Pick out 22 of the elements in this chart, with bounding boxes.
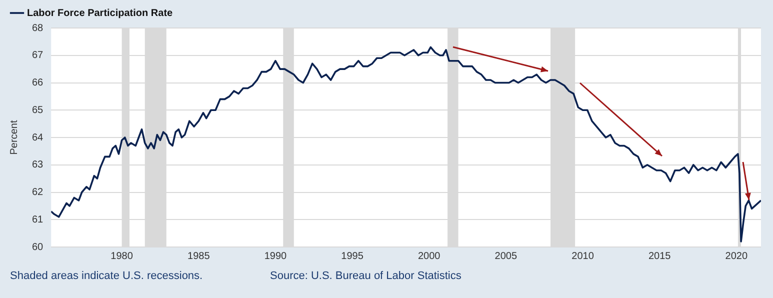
- text: Shaded areas indicate U.S. recessions.: [10, 270, 203, 282]
- y-tick-label: 67: [32, 50, 44, 62]
- y-tick-label: 68: [32, 22, 44, 34]
- x-tick-label: 1995: [341, 250, 364, 262]
- source-note: Source: U.S. Bureau of Labor Statistics: [270, 270, 462, 282]
- x-tick-label: 2010: [572, 250, 594, 262]
- y-tick-label: 64: [32, 132, 44, 144]
- x-tick-label: 2000: [418, 250, 441, 262]
- y-tick-label: 65: [32, 104, 44, 116]
- x-tick-label: 2020: [725, 250, 748, 262]
- y-tick-label: 61: [32, 214, 44, 226]
- x-tick-label: 1990: [264, 250, 288, 262]
- y-axis-title: Percent: [8, 120, 20, 155]
- x-tick-label: 2005: [494, 250, 518, 262]
- y-tick-label: 62: [32, 187, 44, 198]
- legend-label: Labor Force Participation Rate: [27, 8, 174, 19]
- x-tick-label: 2015: [648, 250, 672, 262]
- x-tick-label: 1985: [188, 250, 210, 262]
- y-tick-label: 66: [32, 78, 44, 88]
- x-tick-label: 1980: [110, 250, 134, 262]
- y-tick-label: 60: [32, 242, 44, 253]
- y-tick-label: 63: [32, 160, 44, 171]
